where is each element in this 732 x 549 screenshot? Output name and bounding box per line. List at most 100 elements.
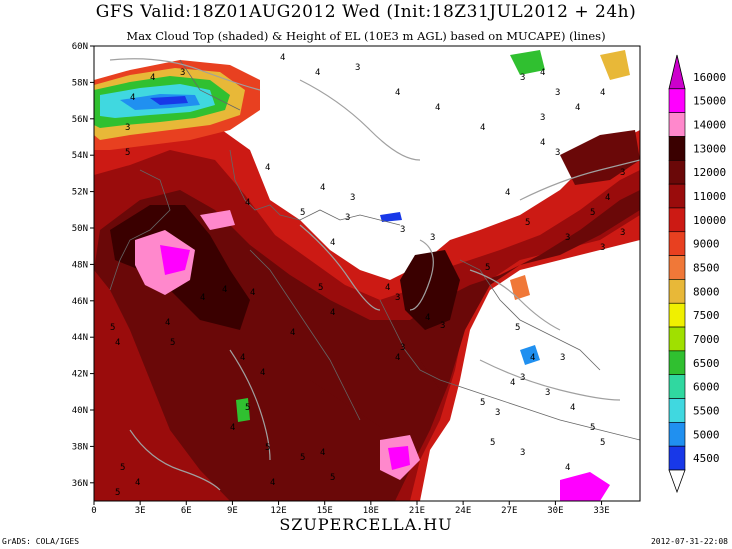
contour-value-label: 3 [430, 233, 435, 243]
legend-swatch [668, 231, 686, 256]
contour-value-label: 3 [620, 168, 625, 178]
legend-value-label: 15000 [693, 95, 726, 108]
contour-value-label: 4 [510, 378, 515, 388]
contour-value-label: 4 [395, 353, 400, 363]
legend-swatch [668, 350, 686, 376]
legend-swatch [668, 159, 686, 185]
contour-value-label: 4 [250, 288, 255, 298]
legend-swatch [668, 88, 686, 113]
contour-value-label: 5 [318, 283, 323, 293]
contour-value-label: 3 [495, 408, 500, 418]
el-height-contours [109, 58, 641, 491]
legend-value-label: 7000 [693, 333, 720, 346]
contour-value-label: 3 [395, 293, 400, 303]
contour-value-label: 4 [230, 423, 235, 433]
contour-value-label: 4 [505, 188, 510, 198]
lat-label: 48N [72, 260, 88, 270]
legend-swatch [668, 422, 686, 447]
legend-value-label: 4500 [693, 452, 720, 465]
contour-value-label: 4 [320, 448, 325, 458]
contour-value-label: 3 [620, 228, 625, 238]
lat-label: 60N [72, 42, 88, 52]
contour-value-label: 4 [245, 198, 250, 208]
lat-label: 40N [72, 406, 88, 416]
contour-value-label: 3 [540, 113, 545, 123]
contour-value-label: 4 [265, 163, 270, 173]
contour-value-label: 4 [135, 478, 140, 488]
contour-value-label: 4 [150, 73, 155, 83]
contour-value-label: 4 [540, 68, 545, 78]
contour-value-label: 3 [520, 73, 525, 83]
contour-value-label: 5 [490, 438, 495, 448]
contour-value-label: 4 [280, 53, 285, 63]
contour-value-label: 5 [245, 403, 250, 413]
lat-label: 42N [72, 370, 88, 380]
contour-value-label: 5 [110, 323, 115, 333]
legend-value-label: 16000 [693, 71, 726, 84]
contour-value-label: 4 [240, 353, 245, 363]
coastlines [109, 59, 641, 441]
contour-value-label: 5 [125, 148, 130, 158]
contour-value-label: 3 [355, 63, 360, 73]
lon-label: 21E [409, 506, 425, 516]
lat-label: 56N [72, 115, 88, 125]
cloud-top-shading [94, 50, 640, 501]
legend-value-label: 8500 [693, 262, 720, 275]
contour-value-label: 5 [265, 443, 270, 453]
contour-value-label: 5 [300, 208, 305, 218]
chart-title: GFS Valid:18Z01AUG2012 Wed (Init:18Z31JU… [95, 2, 637, 22]
contour-value-label: 5 [330, 473, 335, 483]
lon-label: 3E [135, 506, 146, 516]
contour-value-label: 4 [330, 238, 335, 248]
contour-value-label: 3 [555, 148, 560, 158]
legend-value-label: 7500 [693, 309, 720, 322]
lon-label: 15E [317, 506, 333, 516]
lon-label: 6E [181, 506, 192, 516]
contour-value-label: 4 [570, 403, 575, 413]
lat-label: 54N [72, 151, 88, 161]
contour-value-label: 3 [520, 373, 525, 383]
contour-value-label: 4 [320, 183, 325, 193]
contour-value-label: 4 [290, 328, 295, 338]
lat-label: 38N [72, 442, 88, 452]
legend-swatch [668, 136, 686, 161]
chart-subtitle: Max Cloud Top (shaded) & Height of EL (1… [126, 29, 606, 43]
contour-value-label: 3 [180, 68, 185, 78]
contour-value-label: 3 [400, 343, 405, 353]
contour-value-label: 4 [260, 368, 265, 378]
contour-value-label: 5 [300, 453, 305, 463]
lon-label: 12E [270, 506, 286, 516]
lon-label: 24E [455, 506, 471, 516]
contour-value-label: 4 [115, 338, 120, 348]
legend-swatch [668, 445, 686, 471]
legend-swatch [668, 279, 686, 304]
map-frame [93, 45, 641, 502]
legend-value-label: 6000 [693, 381, 720, 394]
contour-value-label: 3 [400, 225, 405, 235]
contour-value-label: 4 [270, 478, 275, 488]
legend-value-label: 12000 [693, 166, 726, 179]
contour-value-label: 3 [350, 193, 355, 203]
lon-label: 9E [227, 506, 238, 516]
contour-value-label: 5 [515, 323, 520, 333]
contour-value-label: 4 [425, 313, 430, 323]
legend-value-label: 5500 [693, 404, 720, 417]
legend-value-label: 14000 [693, 119, 726, 132]
contour-value-label: 5 [485, 263, 490, 273]
contour-value-label: 3 [545, 388, 550, 398]
contour-value-label: 4 [385, 283, 390, 293]
contour-value-label: 4 [130, 93, 135, 103]
legend-value-label: 11000 [693, 190, 726, 203]
legend-value-label: 5000 [693, 428, 720, 441]
contour-value-label: 5 [600, 438, 605, 448]
lat-label: 44N [72, 333, 88, 343]
legend-value-label: 9000 [693, 238, 720, 251]
software-credit: GrADS: COLA/IGES [2, 537, 80, 546]
contour-value-label: 4 [222, 285, 227, 295]
contour-value-label: 3 [560, 353, 565, 363]
lat-label: 46N [72, 297, 88, 307]
legend-swatch [668, 398, 686, 423]
contour-value-label: 4 [200, 293, 205, 303]
contour-value-label: 3 [555, 88, 560, 98]
contour-value-label: 5 [590, 208, 595, 218]
